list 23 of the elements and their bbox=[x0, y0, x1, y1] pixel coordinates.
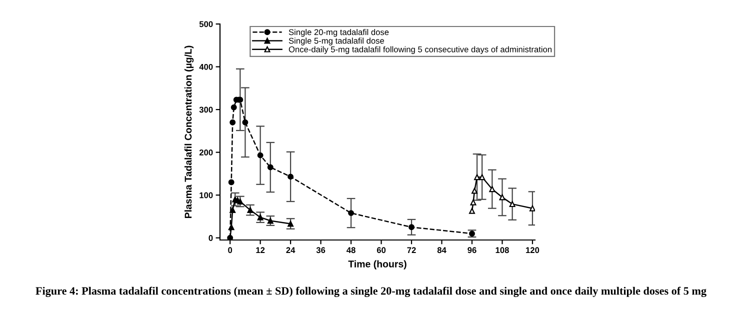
x-tick-label: 120 bbox=[526, 247, 540, 254]
x-tick-label: 72 bbox=[407, 247, 416, 253]
x-tick-label: 24 bbox=[286, 247, 296, 253]
legend-label: Single 5-mg tadalafil dose bbox=[288, 38, 384, 46]
y-tick-label: 100 bbox=[200, 192, 213, 198]
x-tick-label: 12 bbox=[256, 247, 265, 253]
caption: Figure 4: Plasma tadalafil concentrations (mean ± SD) following a single 20-mg tadalafil dose and single and once daily multiple doses of 5 mg bbox=[36, 286, 706, 298]
x-tick-label: 0 bbox=[228, 247, 232, 254]
y-tick-label: 400 bbox=[199, 64, 213, 70]
x-tick-label: 48 bbox=[346, 247, 356, 254]
x-tick-label: 60 bbox=[376, 247, 386, 254]
y-axis-title: Plasma Tadalafil Concentration (µg/L) bbox=[184, 46, 194, 218]
x-axis-title: Time (hours) bbox=[348, 260, 406, 270]
y-tick-label: 500 bbox=[199, 21, 213, 28]
x-tick-label: 96 bbox=[468, 247, 476, 254]
x-tick-label: 84 bbox=[437, 247, 446, 254]
legend-label: Once-daily 5-mg tadalafil following 5 consecutive days of administration bbox=[288, 46, 552, 54]
x-tick-label: 108 bbox=[496, 247, 509, 254]
y-tick-label: 200 bbox=[199, 150, 213, 156]
legend-label: Single 20-mg tadalafil dose bbox=[288, 29, 389, 37]
y-tick-label: 300 bbox=[199, 106, 213, 113]
y-tick-label: 0 bbox=[208, 235, 213, 241]
x-tick-label: 36 bbox=[316, 247, 326, 254]
